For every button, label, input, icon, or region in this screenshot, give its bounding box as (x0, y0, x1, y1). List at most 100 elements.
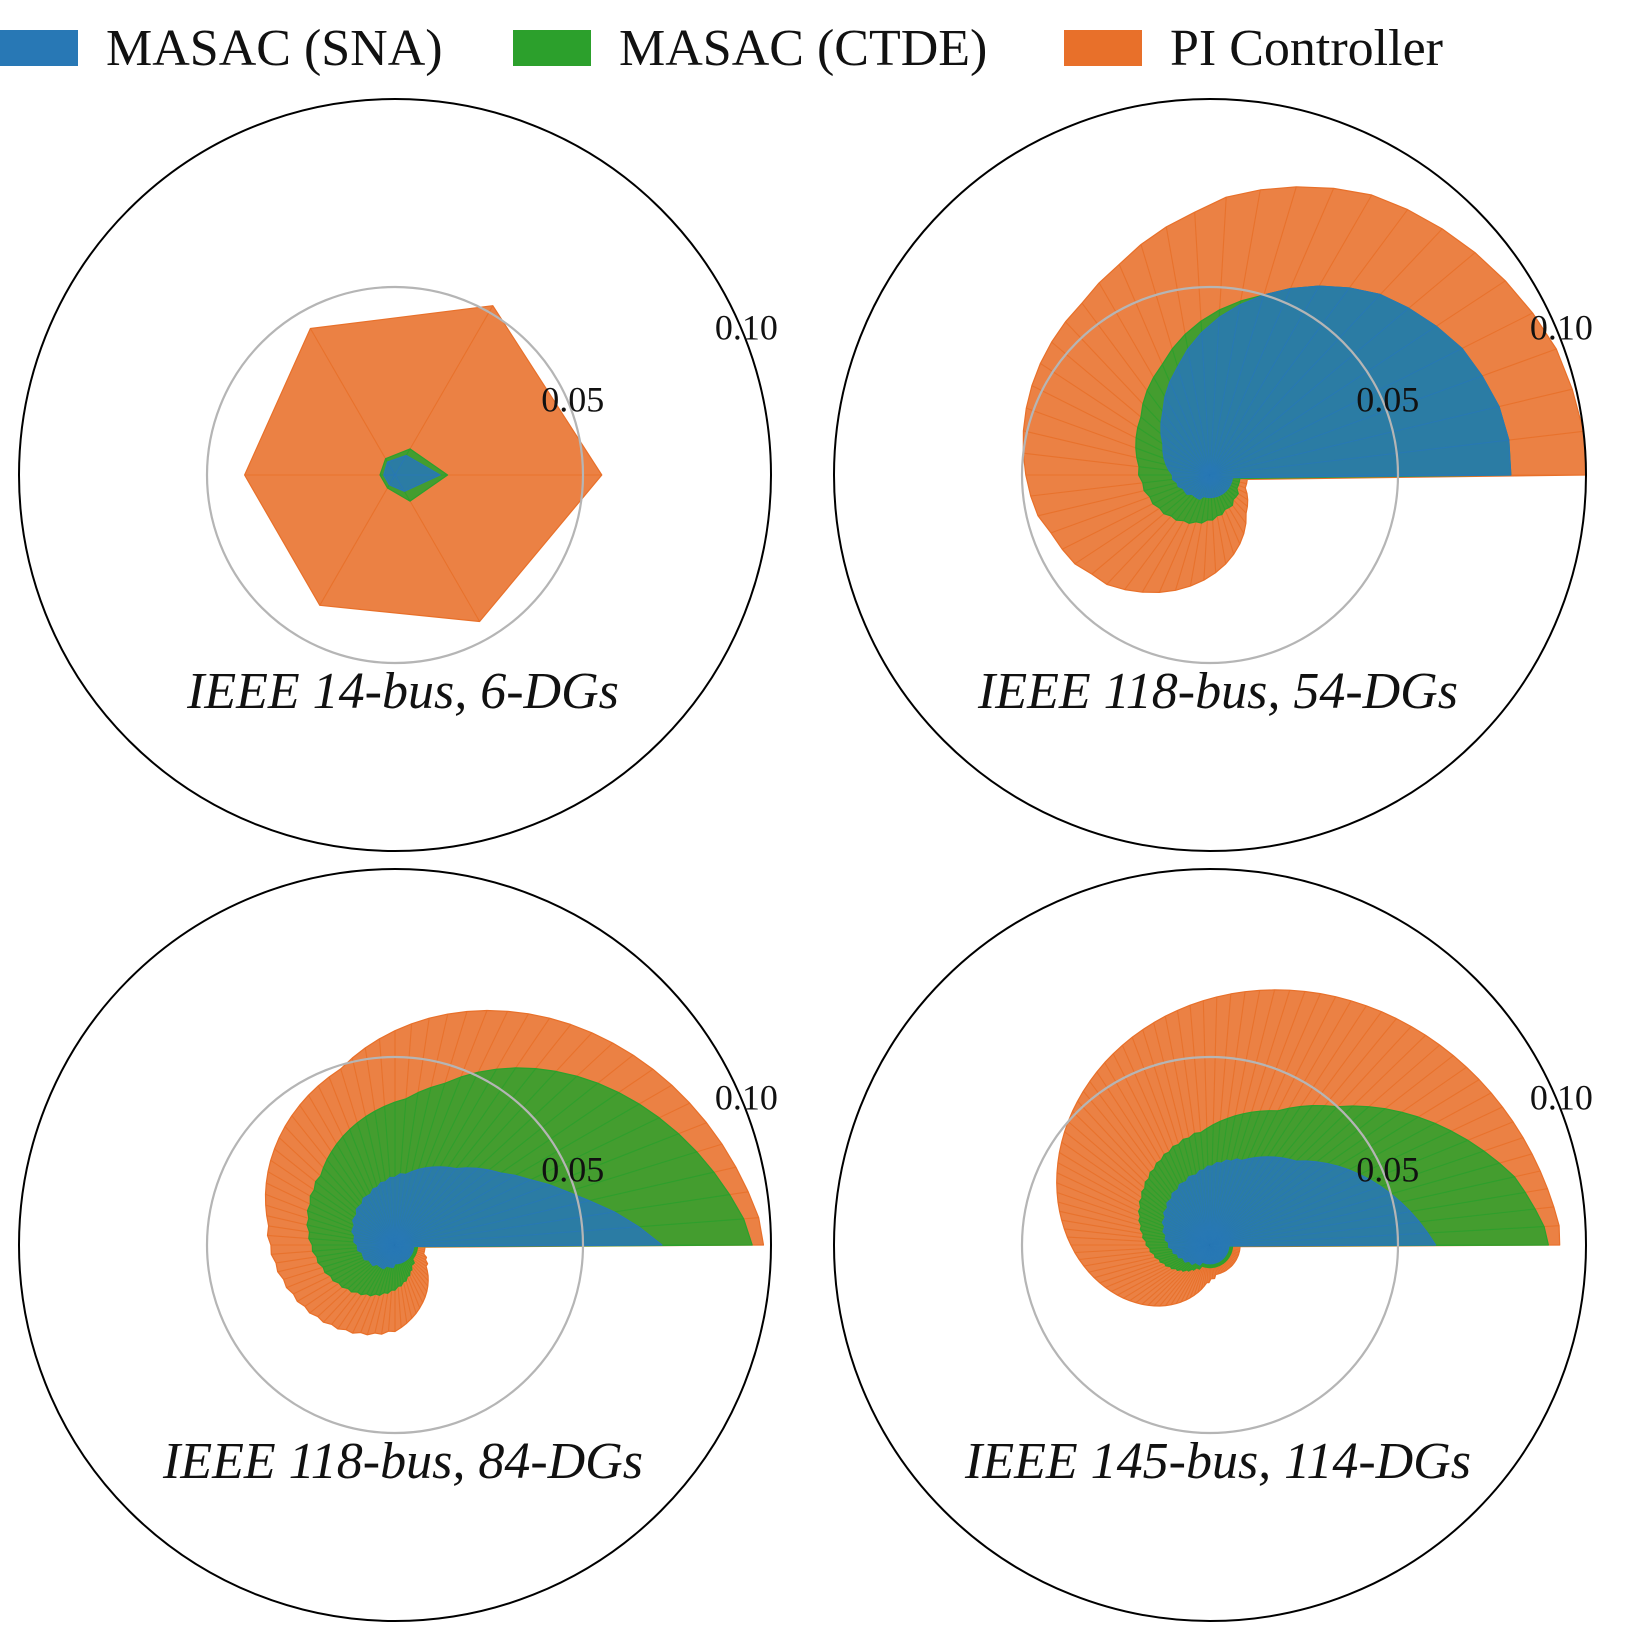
spoke-masac-sna-41 (1171, 1193, 1211, 1246)
rtick-label-1: 0.05 (1356, 1149, 1419, 1189)
spoke-masac-sna-5 (388, 474, 396, 486)
spoke-masac-sna-36 (352, 1220, 396, 1246)
spoke-masac-sna-54 (1209, 474, 1233, 479)
grid-ring-1 (1020, 1055, 1400, 1435)
spoke-masac-sna-3 (1209, 1221, 1420, 1246)
spoke-masac-sna-33 (356, 1208, 396, 1246)
spoke-masac-sna-7 (1209, 1185, 1381, 1246)
spoke-masac-sna-37 (354, 1224, 396, 1246)
spoke-masac-sna-2 (394, 455, 407, 476)
spoke-masac-sna-21 (1160, 422, 1211, 476)
spoke-masac-sna-8 (1209, 294, 1381, 476)
spoke-masac-sna-11 (394, 1167, 479, 1246)
spoke-masac-sna-10 (394, 1169, 490, 1246)
spoke-masac-sna-31 (1178, 474, 1211, 488)
spoke-masac-sna-3 (387, 461, 396, 476)
spoke-masac-sna-22 (1209, 1158, 1249, 1246)
spoke-masac-sna-114 (1209, 1244, 1229, 1247)
spoke-masac-sna-24 (1209, 1158, 1238, 1246)
spoke-masac-sna-19 (1209, 1156, 1269, 1246)
spoke-masac-sna-5 (394, 1191, 568, 1246)
spoke-masac-sna-3 (1209, 405, 1500, 476)
spoke-masac-sna-11 (1209, 1165, 1339, 1246)
spoke-masac-sna-6 (394, 1184, 550, 1246)
spoke-masac-sna-4 (394, 1200, 590, 1246)
spoke-masac-sna-15 (394, 1166, 441, 1246)
grid-ring-1 (1020, 285, 1400, 665)
spoke-masac-sna-12 (1209, 1163, 1328, 1246)
grid-ring-1 (205, 1055, 585, 1435)
rtick-label-2: 0.10 (1530, 307, 1593, 347)
rtick-label-1: 0.05 (1356, 379, 1419, 419)
spoke-masac-sna-5 (1209, 347, 1463, 476)
spoke-masac-sna-22 (1160, 433, 1211, 476)
spoke-masac-sna-34 (356, 1214, 396, 1246)
spoke-masac-sna-4 (1209, 375, 1483, 476)
spoke-masac-sna-2 (394, 1226, 639, 1246)
spoke-masac-sna-84 (394, 1244, 414, 1247)
spoke-masac-sna-13 (1209, 1161, 1318, 1246)
spoke-masac-sna-26 (1209, 1159, 1228, 1246)
spoke-masac-sna-27 (372, 1188, 396, 1246)
polar-chart-2: 0.05 0.10 IEEE 118-bus, 54-DGs (833, 98, 1593, 852)
spoke-masac-sna-16 (394, 1166, 433, 1246)
spoke-masac-sna-31 (361, 1203, 396, 1246)
spoke-masac-sna-31 (1203, 1170, 1211, 1246)
spoke-masac-sna-25 (1163, 457, 1211, 476)
spoke-masac-sna-28 (1209, 1162, 1218, 1246)
spoke-masac-sna-33 (1184, 474, 1211, 492)
spoke-masac-sna-40 (1174, 1191, 1211, 1246)
legend-swatch-pi-controller (1064, 30, 1142, 66)
spoke-masac-sna-18 (1209, 1156, 1276, 1246)
spoke-masac-sna-6 (1209, 1193, 1392, 1246)
spoke-masac-sna-6 (1209, 325, 1437, 476)
spoke-masac-sna-23 (1162, 443, 1211, 476)
spoke-masac-sna-23 (389, 1177, 396, 1246)
spoke-masac-sna-4 (1209, 1211, 1411, 1246)
spoke-masac-sna-29 (1209, 1166, 1213, 1246)
spoke-masac-sna-26 (376, 1187, 396, 1246)
spoke-masac-sna-21 (394, 1173, 401, 1246)
spoke-masac-sna-35 (1188, 1176, 1211, 1246)
outer-ring (833, 868, 1587, 1622)
spoke-masac-sna-30 (1176, 474, 1211, 484)
spoke-masac-sna-7 (1209, 307, 1410, 476)
spoke-masac-sna-3 (394, 1211, 615, 1246)
spoke-pi-controller-5 (319, 474, 396, 606)
polar-chart-4: 0.05 0.10 IEEE 145-bus, 114-DGs (833, 868, 1593, 1622)
series-masac-sna (1161, 1156, 1437, 1266)
spoke-masac-sna-30 (1207, 1166, 1211, 1246)
spoke-masac-sna-26 (1165, 464, 1211, 476)
legend-item-masac-ctde[interactable]: MASAC (CTDE) (513, 18, 987, 78)
spoke-masac-sna-21 (1209, 1157, 1255, 1246)
spoke-masac-sna-27 (1209, 1163, 1222, 1246)
rtick-label-2: 0.10 (715, 307, 778, 347)
legend-label-masac-sna: MASAC (SNA) (106, 19, 443, 77)
rtick-label-2: 0.10 (715, 1077, 778, 1117)
series-masac-sna (1160, 285, 1512, 500)
legend-label-masac-ctde: MASAC (CTDE) (619, 19, 988, 77)
spoke-masac-sna-2 (1209, 439, 1509, 476)
spoke-masac-sna-11 (1209, 288, 1291, 476)
spoke-masac-sna-19 (1164, 396, 1211, 476)
spoke-masac-sna-5 (1209, 1201, 1401, 1246)
legend-item-pi-controller[interactable]: PI Controller (1064, 18, 1443, 78)
spoke-masac-sna-15 (1201, 332, 1211, 476)
spoke-masac-sna-13 (394, 1168, 457, 1246)
spoke-masac-sna-39 (1177, 1189, 1211, 1246)
spoke-masac-sna-28 (370, 1193, 396, 1246)
spoke-masac-sna-29 (1172, 474, 1211, 480)
spoke-masac-sna-35 (354, 1217, 396, 1246)
rtick-label-1: 0.05 (541, 379, 604, 419)
spoke-masac-sna-6 (394, 474, 405, 492)
spoke-masac-sna-29 (366, 1195, 396, 1246)
outer-ring (18, 98, 772, 852)
chart-title: IEEE 118-bus, 54-DGs (977, 663, 1458, 720)
chart-title: IEEE 14-bus, 6-DGs (186, 663, 619, 720)
outer-ring (18, 868, 772, 1622)
legend-swatch-masac-sna (0, 30, 78, 66)
legend-item-masac-sna[interactable]: MASAC (SNA) (0, 18, 443, 78)
spoke-masac-sna-17 (394, 1167, 426, 1246)
spoke-masac-sna-25 (1209, 1161, 1232, 1246)
spoke-pi-controller-2 (394, 305, 494, 476)
